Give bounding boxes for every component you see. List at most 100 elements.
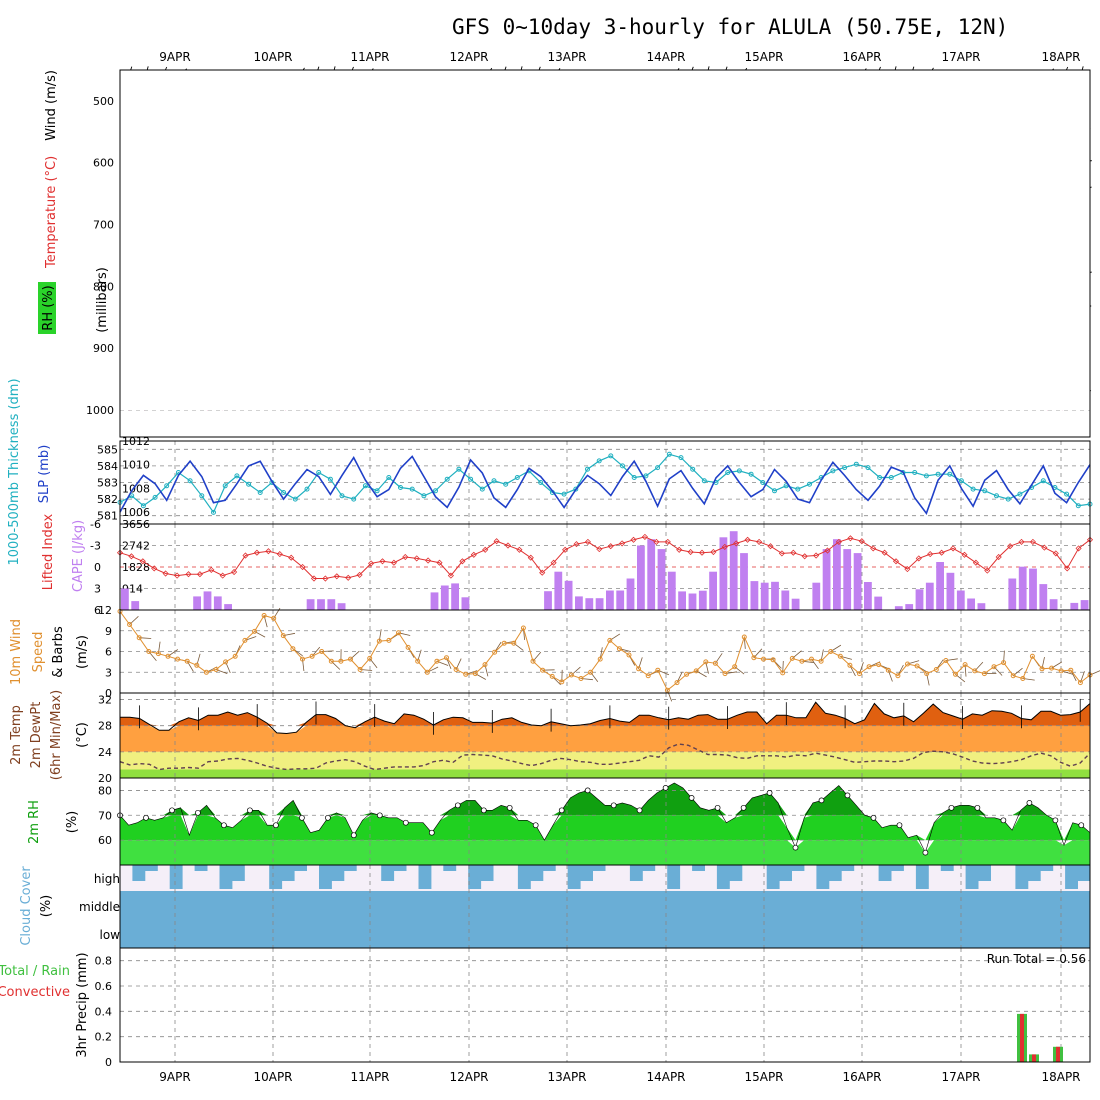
wind-speed-point — [280, 633, 286, 639]
cape-bar — [833, 539, 841, 610]
thickness-point — [982, 488, 988, 494]
axis-label-rh: RH (%) — [41, 285, 56, 330]
thickness-point — [561, 491, 567, 497]
rh-point — [610, 802, 617, 809]
wind-speed-point — [1010, 673, 1016, 679]
wind-speed-point — [1058, 668, 1064, 674]
rh-point — [143, 814, 149, 821]
cloud-high-bar — [269, 865, 283, 889]
top-date-label: 16APR — [842, 50, 881, 64]
thickness-point — [339, 493, 345, 499]
thickness-point — [316, 470, 322, 475]
thickness-point — [199, 493, 205, 499]
cape-bar — [781, 590, 790, 610]
lifted-index-point — [139, 558, 146, 565]
bottom-date-label: 16APR — [842, 1070, 881, 1084]
lifted-index-point — [630, 536, 637, 543]
rh-tick-label: 80 — [98, 784, 112, 797]
rh-point — [636, 807, 643, 814]
axis-label-rh2m-unit: (%) — [65, 811, 80, 834]
thickness-point — [853, 461, 859, 467]
wind-speed-point — [252, 628, 257, 634]
thickness-point — [807, 481, 812, 487]
lifted-index-point — [1075, 545, 1082, 552]
wind-speed-point — [415, 658, 421, 664]
lifted-index-point — [870, 545, 877, 552]
cloud-high-bar — [965, 865, 979, 889]
cloud-high-bar — [1015, 865, 1029, 889]
wind-speed-point — [203, 669, 209, 675]
cape-bar — [719, 537, 728, 610]
cape-bar — [925, 582, 934, 610]
cape-bar — [131, 601, 140, 610]
thickness-point — [234, 473, 240, 479]
wind-speed-point — [146, 649, 152, 654]
cloud-high-bar — [542, 865, 556, 871]
axis-label-temp-c: (6hr Min/Max) — [49, 690, 64, 780]
wind-speed-point — [482, 662, 488, 668]
precip-convective-bar — [1020, 1013, 1024, 1062]
thickness-point — [421, 493, 427, 499]
rh-point — [844, 792, 851, 799]
lifted-index-point — [390, 559, 397, 566]
cloud-high-bar — [443, 865, 457, 871]
cape-bar — [853, 553, 862, 610]
cloud-high-bar — [978, 865, 991, 881]
bottom-date-label: 9APR — [159, 1070, 190, 1084]
cape-bar — [213, 596, 222, 610]
cloud-high-bar — [766, 865, 780, 889]
precip-convective-bar — [1056, 1046, 1060, 1062]
cape-bar — [874, 596, 883, 610]
lifted-index-point — [253, 549, 260, 556]
thickness-point — [433, 488, 438, 494]
lifted-index-point — [310, 575, 318, 582]
wind-speed-point — [895, 673, 901, 679]
rh-point — [922, 849, 929, 856]
thickness-tick-label: 584 — [97, 460, 118, 473]
axis-label-lifted-index: Lifted Index — [41, 513, 56, 590]
rh-line — [119, 782, 1091, 854]
wind-speed-point — [194, 662, 200, 668]
lifted-index-point — [539, 569, 546, 576]
lifted-index-point — [573, 541, 580, 548]
rh-point — [974, 804, 981, 811]
wind-speed-point — [568, 672, 574, 678]
lifted-index-point — [1064, 565, 1071, 572]
thickness-point — [958, 478, 964, 484]
cape-bar — [740, 553, 748, 610]
thickness-point — [1075, 503, 1081, 509]
axis-label-cloud: Cloud Cover — [19, 866, 34, 946]
cape-bar — [647, 539, 656, 610]
thickness-point — [772, 488, 777, 494]
lifted-index-point — [368, 560, 375, 567]
wind-speed-point — [463, 671, 469, 677]
lifted-index-point — [584, 538, 591, 545]
lifted-index-point — [242, 552, 249, 559]
wind-speed-point — [472, 671, 478, 677]
lifted-index-point — [721, 543, 728, 550]
wind-speed-point — [789, 655, 795, 661]
cloud-high-bar — [319, 865, 332, 889]
lifted-index-point — [1018, 538, 1025, 545]
thickness-point — [573, 486, 579, 492]
cape-bar — [812, 582, 821, 610]
wind-speed-point — [530, 658, 536, 664]
temp-tick-label: 32 — [98, 694, 112, 707]
cloud-high-bar — [231, 865, 245, 881]
thickness-tick-label: 582 — [97, 493, 118, 506]
lifted-index-line — [119, 536, 1091, 579]
lifted-index-point — [482, 546, 489, 553]
cape-bar — [544, 591, 552, 610]
thickness-point — [701, 478, 707, 484]
lifted-index-point — [927, 551, 934, 558]
cloud-high-bar — [816, 865, 830, 889]
rh-point — [480, 807, 487, 814]
cloud-high-bar — [567, 865, 581, 889]
cloud-high-bar — [580, 865, 593, 881]
lifted-index-point — [185, 571, 192, 578]
wind-speed-point — [962, 662, 968, 668]
lifted-index-point — [813, 552, 820, 559]
thickness-point — [923, 473, 929, 479]
wind-speed-point — [376, 638, 382, 644]
thickness-point — [783, 483, 789, 489]
